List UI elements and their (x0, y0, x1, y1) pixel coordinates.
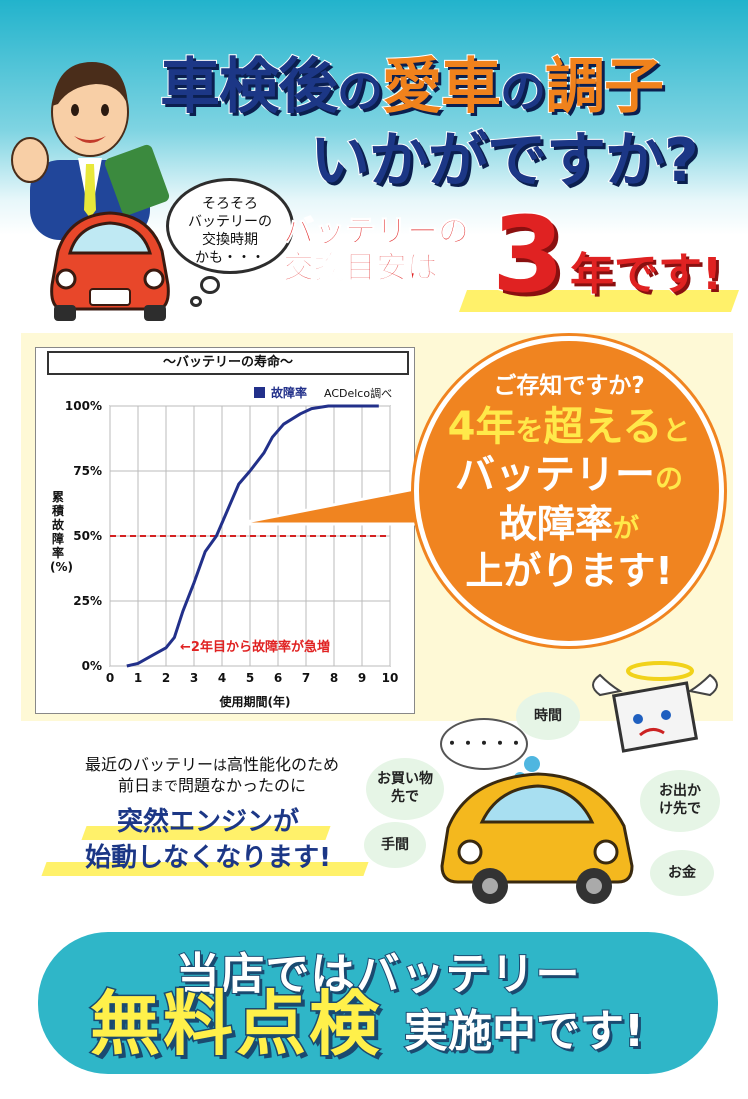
legend-swatch (254, 387, 265, 398)
chart-source: ACDelco調べ (324, 387, 393, 400)
thought-line: かも・・・ (195, 250, 265, 266)
callout-circle (414, 336, 724, 646)
worry-text: お買い物先で (377, 771, 433, 805)
x-tick-label: 0 (106, 671, 114, 685)
x-tick-label: 7 (302, 671, 310, 685)
body-text-part: 前日 (117, 776, 150, 795)
headline-word: 車検後 (159, 51, 339, 123)
x-tick-label: 10 (382, 671, 399, 685)
worry-cloud-money: お金 (650, 850, 714, 896)
y-tick-label: 0% (82, 659, 102, 673)
chart-legend: 故障率 (254, 384, 307, 401)
speech-bubble-dots: ・・・・・ (440, 718, 528, 770)
chart-annotation: ←2年目から故障率が急増 (180, 640, 330, 655)
x-tick-label: 2 (162, 671, 170, 685)
worry-text: お金 (668, 865, 696, 881)
x-tick-label: 4 (218, 671, 226, 685)
callout-text: 4年 (447, 404, 516, 450)
tagline-line2: 交換目安は (283, 250, 439, 287)
headline-line2: いかがですか? (309, 125, 700, 197)
thought-line: バッテリーの (188, 214, 272, 230)
thought-bubble: そろそろ バッテリーの 交換時期 かも・・・ (166, 178, 294, 274)
worry-cloud-effort: 手間 (364, 822, 426, 868)
worry-cloud-time: 時間 (516, 692, 580, 740)
callout-text: 超える (543, 404, 663, 450)
tagline-number: 3 (490, 194, 565, 316)
callout-line4: 上がります! (465, 549, 673, 593)
callout-text: が (613, 514, 640, 544)
bottom-banner-highlight: 無料点検 (89, 982, 382, 1067)
y-tick-label: 50% (73, 529, 102, 543)
x-tick-label: 8 (330, 671, 338, 685)
red-car-illustration (50, 211, 170, 321)
y-tick-label: 100% (65, 399, 102, 413)
series-line (126, 404, 379, 668)
worry-cloud-outing: お出かけ先で (640, 770, 720, 832)
y-tick-label: 75% (73, 464, 102, 478)
worry-text: お出かけ先で (659, 783, 701, 817)
callout-text: の (654, 462, 683, 495)
worry-text: 時間 (534, 708, 562, 724)
y-tick-label: 25% (73, 594, 102, 608)
body-text-part: 高性能化のため (227, 755, 340, 774)
emphasis-line2: 始動しなくなります! (85, 843, 331, 873)
callout-text: と (662, 414, 691, 447)
body-text-part: 問題なかったのに (178, 776, 307, 795)
headline-highlight: 愛車 (381, 51, 502, 123)
legend-label: 故障率 (271, 386, 308, 400)
callout-line2: バッテリーの (414, 452, 724, 502)
chart-title: ～バッテリーの寿命～ (47, 351, 409, 375)
tagline: バッテリーの 交換目安は (283, 214, 470, 287)
body-text-part: 最近のバッテリー (84, 755, 213, 774)
x-tick-label: 9 (358, 671, 366, 685)
thought-dot (190, 296, 202, 307)
headline-particle: の (499, 63, 547, 119)
battery-angel-illustration (592, 661, 718, 753)
speech-bubble-text: ・・・・・ (443, 734, 524, 753)
bottom-banner-tail: 実施中です! (403, 1005, 645, 1058)
thought-line: 交換時期 (202, 232, 258, 248)
headline-particle: の (336, 63, 384, 119)
main-headline: 車検後の愛車の調子 いかがですか? (159, 51, 740, 197)
thought-line: そろそろ (202, 196, 258, 212)
yellow-car-illustration (440, 756, 634, 904)
tagline-suffix: 年です! (569, 248, 723, 301)
x-tick-label: 1 (134, 671, 142, 685)
callout-text: バッテリー (454, 452, 655, 498)
callout-line3: 故障率が (414, 502, 724, 551)
worry-cloud-shopping: お買い物先で (366, 758, 444, 820)
callout-text: 故障率 (498, 502, 613, 546)
body-text-part: まで (150, 779, 178, 795)
headline-highlight: 調子 (544, 51, 665, 123)
callout-line1: 4年を超えると (414, 404, 724, 454)
callout-text: を (515, 414, 544, 447)
bottom-banner-line1: 当店ではバッテリー (175, 948, 581, 1001)
thought-dot (200, 276, 220, 294)
x-tick-label: 3 (190, 671, 198, 685)
bottom-banner (38, 932, 718, 1074)
worry-text: 手間 (381, 837, 409, 853)
x-tick-label: 5 (246, 671, 254, 685)
body-text-part: は (213, 758, 227, 774)
emphasis-line1: 突然エンジンが (116, 807, 299, 837)
body-text: 最近のバッテリーは高性能化のため 前日まで問題なかったのに (62, 755, 362, 797)
x-tick-label: 6 (274, 671, 282, 685)
callout-question: ご存知ですか? (493, 373, 645, 399)
chart-x-axis-label: 使用期間(年) (219, 695, 291, 709)
tagline-line1: バッテリーの (283, 214, 470, 251)
